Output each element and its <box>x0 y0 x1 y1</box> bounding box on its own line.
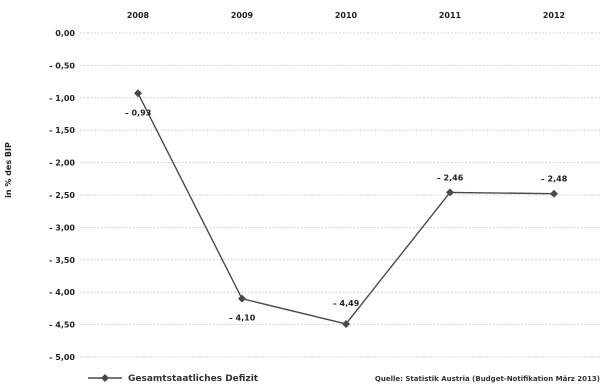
x-tick-label: 2010 <box>335 11 358 20</box>
y-tick-label: - 2,50 <box>49 191 75 200</box>
data-label: – 4,49 <box>333 299 360 308</box>
y-tick-label: - 1,50 <box>49 126 75 135</box>
data-label: – 4,10 <box>229 314 256 323</box>
source-note: Quelle: Statistik Austria (Budget-Notifi… <box>375 375 600 383</box>
y-tick-label: - 5,00 <box>49 353 75 362</box>
data-point-marker <box>446 188 454 197</box>
x-tick-label: 2009 <box>231 11 254 20</box>
y-axis-tick-labels: 0,00 - 0,50 - 1,00 - 1,50 - 2,00 - 2,50 - 3,00… <box>49 29 75 362</box>
y-tick-label: - 3,50 <box>49 256 75 265</box>
grid-lines <box>80 32 600 358</box>
data-point-marker <box>550 189 558 198</box>
data-labels: – 0,93 – 4,10 – 4,49 – 2,46 – 2,48 <box>125 108 568 322</box>
x-tick-label: 2012 <box>543 11 565 20</box>
data-label: – 2,46 <box>437 173 464 182</box>
y-tick-label: - 3,00 <box>49 223 75 232</box>
series-line-group <box>134 89 558 328</box>
data-point-marker <box>342 319 350 328</box>
y-tick-label: - 2,00 <box>49 159 75 168</box>
legend: Gesamtstaatliches Defizit <box>88 374 259 384</box>
x-tick-label: 2011 <box>439 11 462 20</box>
y-tick-label: - 4,00 <box>49 288 75 297</box>
data-label: – 0,93 <box>125 108 152 117</box>
legend-diamond-icon <box>101 374 109 382</box>
series-line <box>137 92 555 325</box>
data-label: – 2,48 <box>541 175 568 184</box>
data-point-marker <box>134 89 142 98</box>
data-point-marker <box>238 294 246 303</box>
y-axis-label: in % des BIP <box>4 142 13 198</box>
y-tick-label: 0,00 <box>55 29 75 38</box>
y-tick-label: - 4,50 <box>49 321 75 330</box>
y-tick-label: - 0,50 <box>49 61 75 70</box>
x-tick-label: 2008 <box>127 11 150 20</box>
legend-label: Gesamtstaatliches Defizit <box>128 374 259 384</box>
y-tick-label: - 1,00 <box>49 94 75 103</box>
x-axis-tick-labels: 2008 2009 2010 2011 2012 <box>127 11 565 20</box>
